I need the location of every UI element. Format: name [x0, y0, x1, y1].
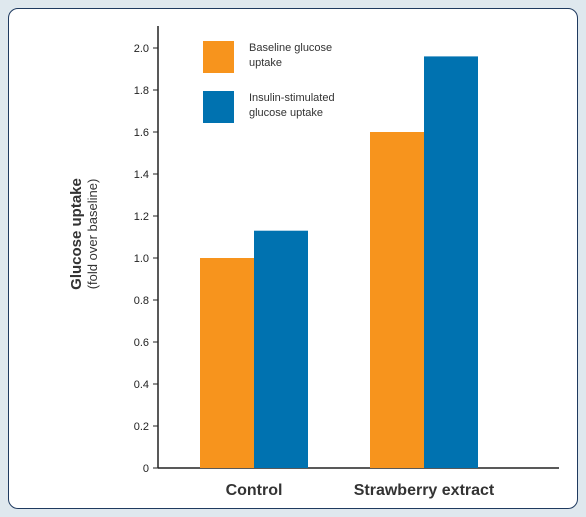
y-tick-label: 1.4: [134, 169, 149, 181]
bar-1-0: [370, 132, 424, 468]
x-category-label: Control: [226, 482, 283, 499]
y-tick-label: 1.0: [134, 253, 149, 265]
bar-chart: Glucose uptake (fold over baseline) 0 0.2…: [68, 26, 559, 499]
y-tick-label: 0.4: [134, 379, 149, 391]
legend-label: Baseline glucose: [249, 42, 332, 54]
bar-1-1: [424, 56, 478, 469]
y-axis-title-sub: (fold over baseline): [85, 179, 100, 290]
bar-0-1: [254, 230, 308, 468]
legend-swatch: [203, 41, 234, 73]
y-tick-label: 0.6: [134, 337, 149, 349]
y-tick-label: 1.6: [134, 127, 149, 139]
y-axis-title: Glucose uptake (fold over baseline): [68, 178, 100, 290]
legend-label: glucose uptake: [249, 107, 323, 119]
legend-swatch: [203, 91, 234, 123]
y-tick-label: 0.2: [134, 421, 149, 433]
legend-label: uptake: [249, 57, 282, 69]
chart-frame: Glucose uptake (fold over baseline) 0 0.2…: [8, 8, 578, 509]
y-tick-label: 1.8: [134, 85, 149, 97]
y-tick-label: 2.0: [134, 43, 149, 55]
legend-label: Insulin-stimulated: [249, 92, 335, 104]
y-tick-label: 0.8: [134, 295, 149, 307]
y-axis-title-main: Glucose uptake: [68, 178, 85, 290]
x-category-label: Strawberry extract: [354, 482, 495, 499]
y-tick-label: 0: [143, 463, 149, 475]
y-tick-label: 1.2: [134, 211, 149, 223]
bar-0-0: [200, 258, 254, 468]
